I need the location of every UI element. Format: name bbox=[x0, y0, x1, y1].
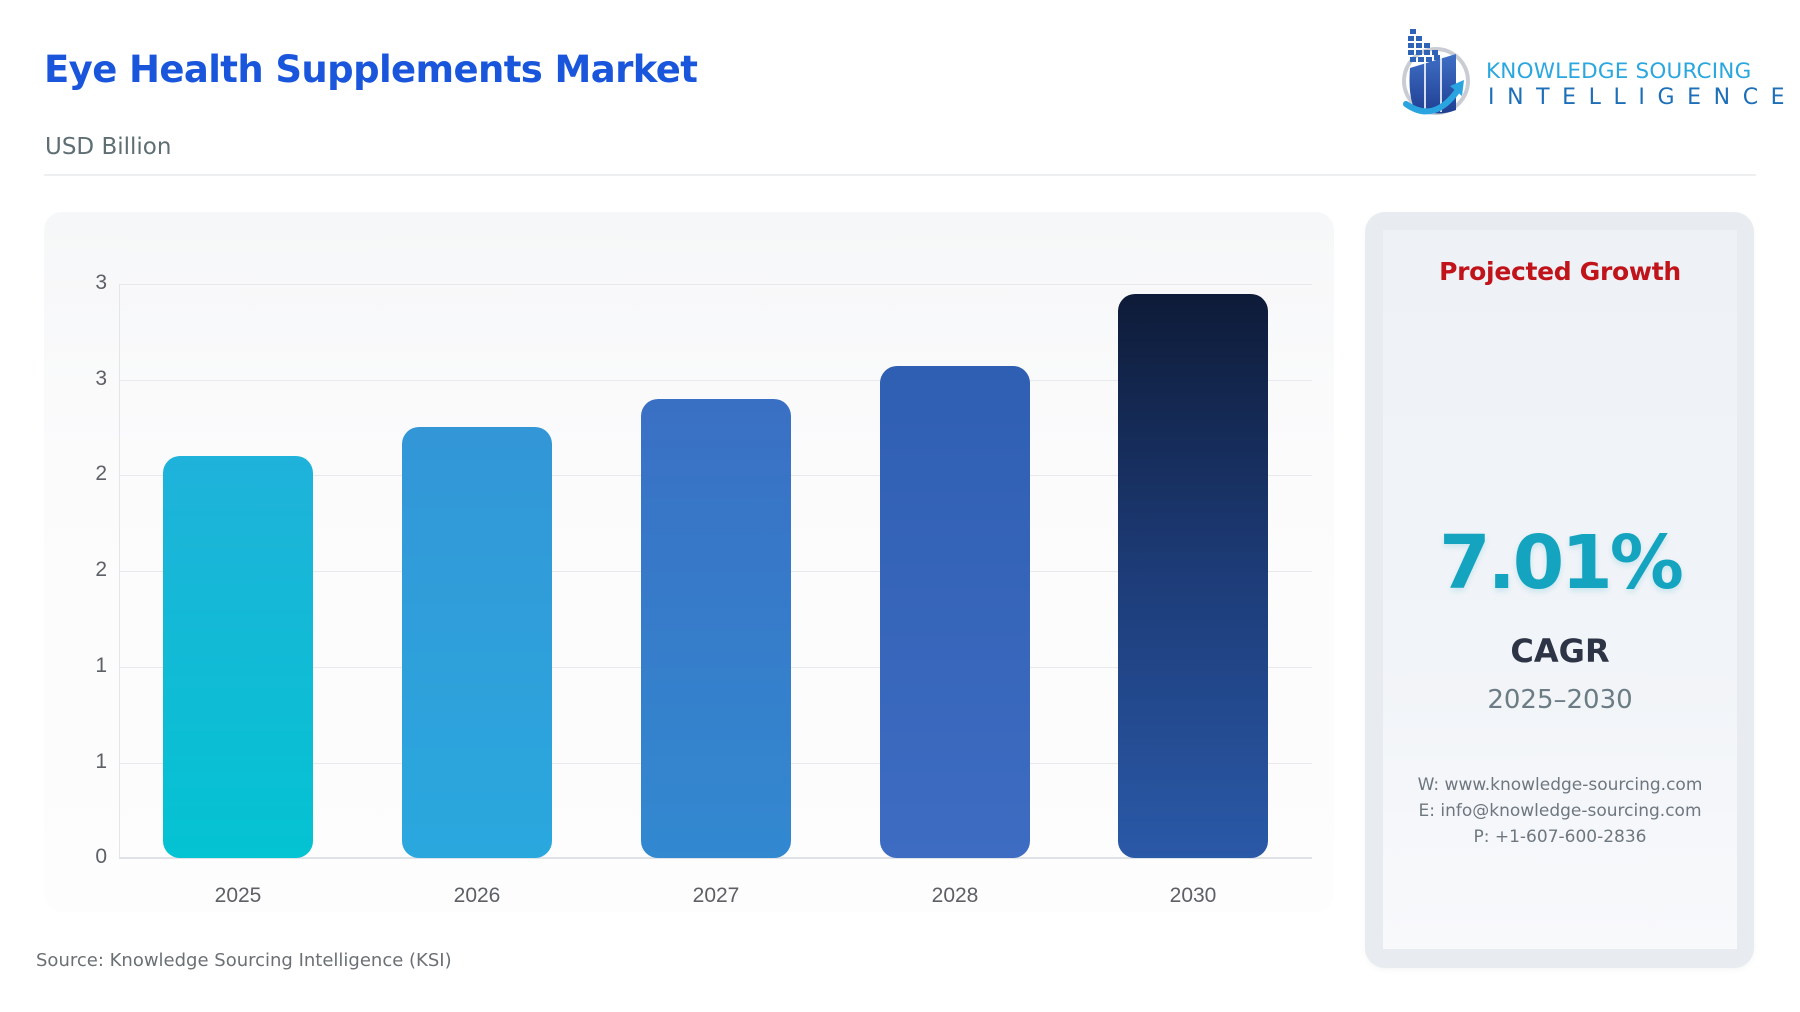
cagr-period: 2025–2030 bbox=[1487, 685, 1633, 715]
contact-website: W: www.knowledge-sourcing.com bbox=[1417, 775, 1703, 795]
company-logo: KNOWLEDGE SOURCING INTELLIGENCE bbox=[1398, 24, 1785, 124]
y-tick-label: 3 bbox=[95, 270, 107, 294]
bar-2028 bbox=[880, 366, 1030, 858]
bar-chart-plot-area: 3 3 2 2 1 1 0 2025 2026 2027 2028 2030 bbox=[95, 271, 1312, 907]
x-tick-label: 2026 bbox=[453, 884, 501, 907]
y-tick-label: 2 bbox=[95, 557, 107, 581]
page-title: Eye Health Supplements Market bbox=[44, 48, 698, 91]
logo-text-intelligence: INTELLIGENCE bbox=[1488, 85, 1798, 110]
gridline bbox=[119, 284, 1312, 285]
projected-growth-panel: Projected Growth 7.01% CAGR 2025–2030 W:… bbox=[1365, 212, 1754, 968]
bar-2026 bbox=[402, 427, 552, 858]
x-tick-label: 2028 bbox=[931, 884, 979, 907]
source-note: Source: Knowledge Sourcing Intelligence … bbox=[36, 950, 452, 971]
y-tick-label: 2 bbox=[95, 461, 107, 485]
bar-2025 bbox=[163, 456, 313, 858]
contact-phone: P: +1-607-600-2836 bbox=[1473, 827, 1647, 847]
logo-text-knowledge-sourcing: KNOWLEDGE SOURCING bbox=[1486, 59, 1752, 84]
cagr-label: CAGR bbox=[1510, 632, 1610, 670]
x-axis-line bbox=[119, 857, 1312, 859]
x-tick-label: 2027 bbox=[692, 884, 740, 907]
gridline bbox=[119, 380, 1312, 381]
projected-growth-panel-inner: Projected Growth 7.01% CAGR 2025–2030 W:… bbox=[1383, 230, 1737, 949]
bar-2027 bbox=[641, 399, 791, 858]
contact-email: E: info@knowledge-sourcing.com bbox=[1418, 801, 1702, 821]
x-tick-label: 2025 bbox=[214, 884, 262, 907]
bar-2030 bbox=[1118, 294, 1268, 858]
unit-subtitle: USD Billion bbox=[45, 134, 172, 160]
panel-heading: Projected Growth bbox=[1439, 257, 1681, 286]
cagr-value: 7.01% bbox=[1439, 520, 1684, 606]
y-axis-line bbox=[119, 284, 120, 858]
bar-chart-arrow-icon bbox=[1402, 29, 1470, 115]
y-tick-label: 0 bbox=[95, 844, 107, 868]
y-tick-label: 1 bbox=[95, 653, 107, 677]
x-tick-label: 2030 bbox=[1169, 884, 1217, 907]
y-tick-label: 1 bbox=[95, 749, 107, 773]
y-tick-label: 3 bbox=[95, 366, 107, 390]
header-divider bbox=[44, 174, 1756, 176]
